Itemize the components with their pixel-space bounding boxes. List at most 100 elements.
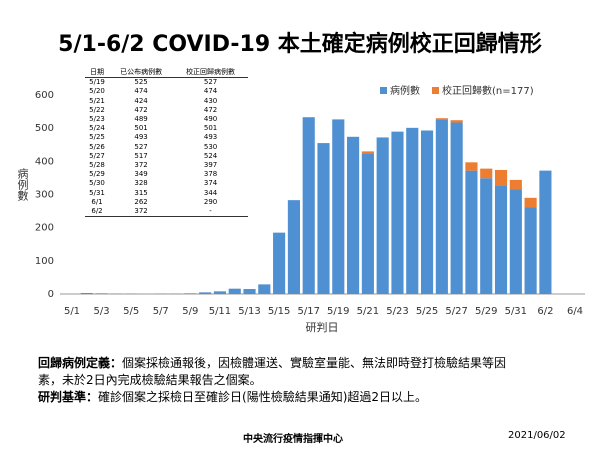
table-cell: 328: [134, 179, 148, 188]
bar-segment: [539, 170, 552, 294]
bar-segment: [524, 207, 537, 294]
table-row: 5/25 493 493: [85, 133, 248, 142]
bar-segment: [243, 289, 256, 294]
table-cell: 372: [134, 160, 148, 169]
note: 研判基準：確診個案之採檢日至確診日(陽性檢驗結果通知)超過2日以上。: [38, 389, 528, 406]
x-tick-label: 5/23: [386, 306, 408, 317]
bar-segment: [494, 169, 508, 186]
table-cell: 490: [203, 115, 218, 124]
table-cell: 472: [203, 105, 218, 114]
bar-segment: [332, 119, 345, 120]
table-cell: 489: [134, 115, 148, 124]
table-row: 5/19 525 527: [85, 78, 248, 88]
table-cell: 5/25: [89, 133, 105, 142]
x-tick-label: 5/29: [475, 306, 497, 317]
bar-segment: [509, 189, 522, 294]
bar-segment: [199, 292, 212, 294]
footer-date: 2021/06/02: [508, 430, 566, 441]
note-term: 回歸病例定義：: [38, 356, 123, 370]
y-tick-label: 100: [35, 256, 54, 267]
table-header-cell: 已公布病例數: [109, 68, 174, 79]
bar-segment: [317, 143, 330, 294]
table-cell: 5/30: [89, 179, 105, 188]
table-cell: 517: [134, 151, 148, 160]
table-cell: 6/1: [91, 197, 103, 206]
x-tick-label: 5/5: [123, 306, 139, 317]
table-cell: 501: [203, 124, 218, 133]
table-header-cell: 日期: [85, 68, 110, 79]
bar-segment: [435, 118, 448, 120]
bar-segment: [361, 151, 374, 154]
table-row: 5/26 527 530: [85, 143, 248, 152]
table-cell: 5/28: [89, 160, 105, 169]
chart-title: 5/1-6/2 COVID-19 本土確定病例校正回歸情形: [58, 31, 542, 57]
x-tick-label: 5/11: [209, 306, 231, 317]
x-tick-label: 5/9: [182, 306, 198, 317]
bar-segment: [450, 120, 463, 123]
table-cell: 5/31: [89, 188, 105, 197]
table-cell: -: [173, 206, 248, 217]
table-cell: 5/27: [89, 151, 105, 160]
table-row: 5/21 424 430: [85, 97, 248, 106]
x-tick-label: 5/21: [357, 306, 379, 317]
table-header: 日期 已公布病例數 校正回歸病例數: [85, 68, 248, 79]
table-cell: 493: [203, 133, 218, 142]
bar-segment: [376, 137, 389, 294]
table-cell: 5/19: [89, 78, 105, 87]
bar-segment: [184, 293, 197, 294]
x-tick-label: 5/7: [153, 306, 169, 317]
table-cell: 5/23: [89, 115, 105, 124]
bar-segment: [273, 232, 286, 294]
table-cell: 6/2: [85, 206, 110, 217]
table-row: 5/23 489 490: [85, 115, 248, 124]
table-cell: 530: [203, 142, 218, 151]
bar-segment: [406, 127, 419, 295]
note: 回歸病例定義：個案採檢通報後，因檢體運送、實驗室量能、無法即時登打檢驗結果等因素…: [38, 355, 528, 389]
legend-label: 校正回歸數(n=177): [442, 84, 534, 97]
bar-segment: [228, 288, 241, 294]
table-cell: 5/21: [89, 96, 105, 105]
table-row: 6/2 372-: [85, 206, 248, 217]
bar-segment: [420, 130, 434, 294]
table-row: 6/1 262 290: [85, 198, 248, 207]
table-cell: 397: [203, 160, 218, 169]
chart: 5/1-6/2 COVID-19 本土確定病例校正回歸情形 病例數 研判日 0 1…: [16, 31, 585, 334]
table-cell: 524: [203, 151, 218, 160]
note-text: 個案採檢通報後，因檢體運送、實驗室量能、無法即時登打檢驗結果等因素，未於2日內完…: [38, 356, 507, 387]
bar-segment: [465, 170, 478, 294]
table-cell: 5/29: [89, 170, 105, 179]
table-row: 5/31 315 344: [85, 188, 248, 197]
footer-org: 中央流行疫情指揮中心: [243, 434, 343, 445]
table-row: 5/29 349 378: [85, 170, 248, 179]
bar-segment: [494, 185, 508, 294]
x-tick-label: 5/25: [416, 306, 438, 317]
table-cell: 349: [134, 170, 148, 179]
bar-segment: [347, 136, 360, 294]
x-tick-label: 6/2: [537, 306, 553, 317]
table-cell: 501: [134, 124, 148, 133]
x-tick-label: 5/17: [297, 306, 319, 317]
bar-segment: [80, 293, 93, 294]
x-tick-label: 5/15: [268, 306, 290, 317]
legend-label: 病例數: [390, 84, 420, 97]
bar-segment: [391, 131, 404, 294]
bar-segment: [524, 197, 537, 208]
bar-segment: [287, 200, 300, 294]
table-row: 5/20 474 474: [85, 87, 248, 96]
table-cell: 372: [109, 206, 174, 217]
table-cell: 344: [203, 188, 218, 197]
table-cell: 474: [134, 87, 148, 96]
bar-segment: [332, 119, 345, 294]
table-cell: 424: [134, 96, 148, 105]
legend-swatch: [380, 87, 387, 94]
bar-segment: [465, 162, 478, 171]
y-tick-label: 600: [35, 90, 54, 101]
y-tick-label: 300: [35, 190, 54, 201]
y-tick-label: 0: [48, 289, 54, 300]
note-text: 確診個案之採檢日至確診日(陽性檢驗結果通知)超過2日以上。: [98, 390, 428, 404]
table-cell: 525: [134, 78, 148, 87]
table-row: 5/30 328 374: [85, 179, 248, 188]
bar-segment: [95, 293, 108, 294]
x-tick-label: 5/31: [505, 306, 527, 317]
